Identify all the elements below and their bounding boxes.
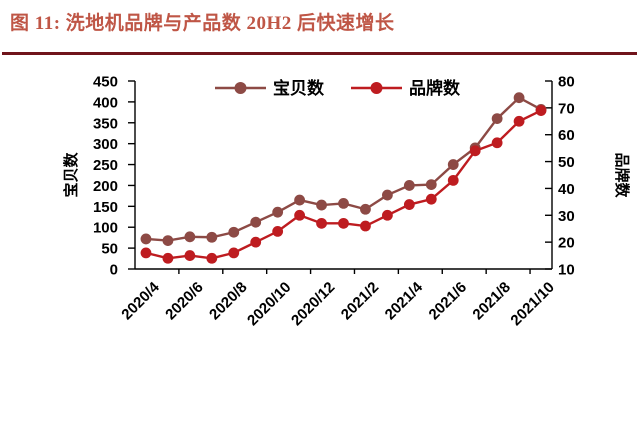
right-axis-tick-label: 10 [558, 262, 575, 279]
series-0-point [228, 226, 240, 238]
x-axis-tick-label: 2021/10 [507, 279, 557, 329]
left-axis-tick-label: 400 [93, 94, 118, 111]
right-axis-tick-label: 70 [558, 100, 575, 117]
series-1-point [491, 137, 503, 149]
x-axis-tick-label: 2020/10 [244, 279, 294, 329]
series-1-point [162, 252, 174, 264]
left-axis-tick-label: 350 [93, 115, 118, 132]
series-0-point [447, 159, 459, 170]
series-1-point [360, 220, 371, 232]
legend-item-label: 品牌数 [409, 78, 461, 98]
series-1-point [381, 209, 393, 221]
right-axis-tick-label: 40 [558, 181, 575, 198]
right-axis-tick-label: 50 [558, 154, 575, 171]
series-1-point [206, 252, 218, 264]
left-axis-tick-label: 150 [93, 199, 118, 216]
legend-item-label: 宝贝数 [273, 78, 325, 98]
legend-marker-dot [370, 82, 383, 94]
series-0-point [360, 203, 371, 215]
series-0-point [140, 233, 152, 245]
series-1-point [272, 226, 284, 237]
x-axis-tick-label: 2021/2 [338, 279, 382, 323]
left-axis-tick-label: 0 [110, 262, 118, 279]
series-0-point [403, 180, 415, 191]
title-divider [2, 52, 637, 55]
series-0-point [316, 199, 327, 211]
left-axis-tick-label: 250 [93, 157, 118, 174]
series-0-point [338, 198, 349, 209]
right-axis-tick-label: 30 [558, 208, 575, 225]
series-1-point [469, 145, 481, 157]
series-0-point [491, 113, 503, 124]
series-0-point [425, 179, 437, 191]
series-0-point [184, 231, 196, 243]
series-1-point [425, 193, 437, 205]
figure-title: 图 11: 洗地机品牌与产品数 20H2 后快速增长 [10, 13, 395, 34]
series-1-point [513, 115, 525, 127]
series-0-point [513, 92, 525, 104]
left-axis-tick-label: 450 [93, 74, 118, 91]
series-1-point [228, 247, 240, 259]
series-1-point [140, 247, 152, 259]
left-axis-tick-label: 200 [93, 178, 118, 195]
series-0-point [162, 235, 174, 246]
series-1-point [294, 209, 306, 221]
series-0-point [272, 206, 284, 218]
x-axis-tick-label: 2020/6 [162, 279, 206, 323]
series-1-point [184, 250, 196, 261]
right-axis-tick-label: 80 [558, 74, 575, 91]
series-1-point [535, 105, 547, 116]
series-0-point [381, 189, 393, 201]
left-axis-tick-label: 50 [101, 241, 118, 258]
series-0-point [250, 216, 262, 228]
x-axis-tick-label: 2020/12 [288, 279, 338, 329]
series-0-point [206, 231, 218, 243]
x-axis-tick-label: 2021/4 [382, 278, 427, 323]
left-axis-tick-label: 300 [93, 136, 118, 153]
left-axis-title: 宝贝数 [62, 152, 80, 198]
series-1-point [250, 236, 262, 248]
right-axis-title: 品牌数 [613, 152, 631, 198]
series-0-point [294, 194, 306, 206]
x-axis-tick-label: 2021/6 [426, 279, 470, 323]
dual-axis-line-chart: 0 50 100 150 200 250 300 350 400 450 10 20 30 40 50 60 7… [62, 74, 631, 330]
series-1-point [338, 217, 349, 229]
right-axis-tick-label: 20 [558, 235, 575, 252]
right-axis-tick-label: 60 [558, 127, 575, 144]
chart-container: 0 50 100 150 200 250 300 350 400 450 10 20 30 40 50 60 7… [0, 60, 640, 428]
legend-marker-dot [234, 82, 247, 94]
series-1-point [403, 199, 415, 210]
left-axis-tick-label: 100 [93, 220, 118, 237]
series-1-point [316, 217, 327, 229]
series-1-point [447, 174, 459, 186]
x-axis-tick-label: 2020/4 [118, 278, 163, 323]
